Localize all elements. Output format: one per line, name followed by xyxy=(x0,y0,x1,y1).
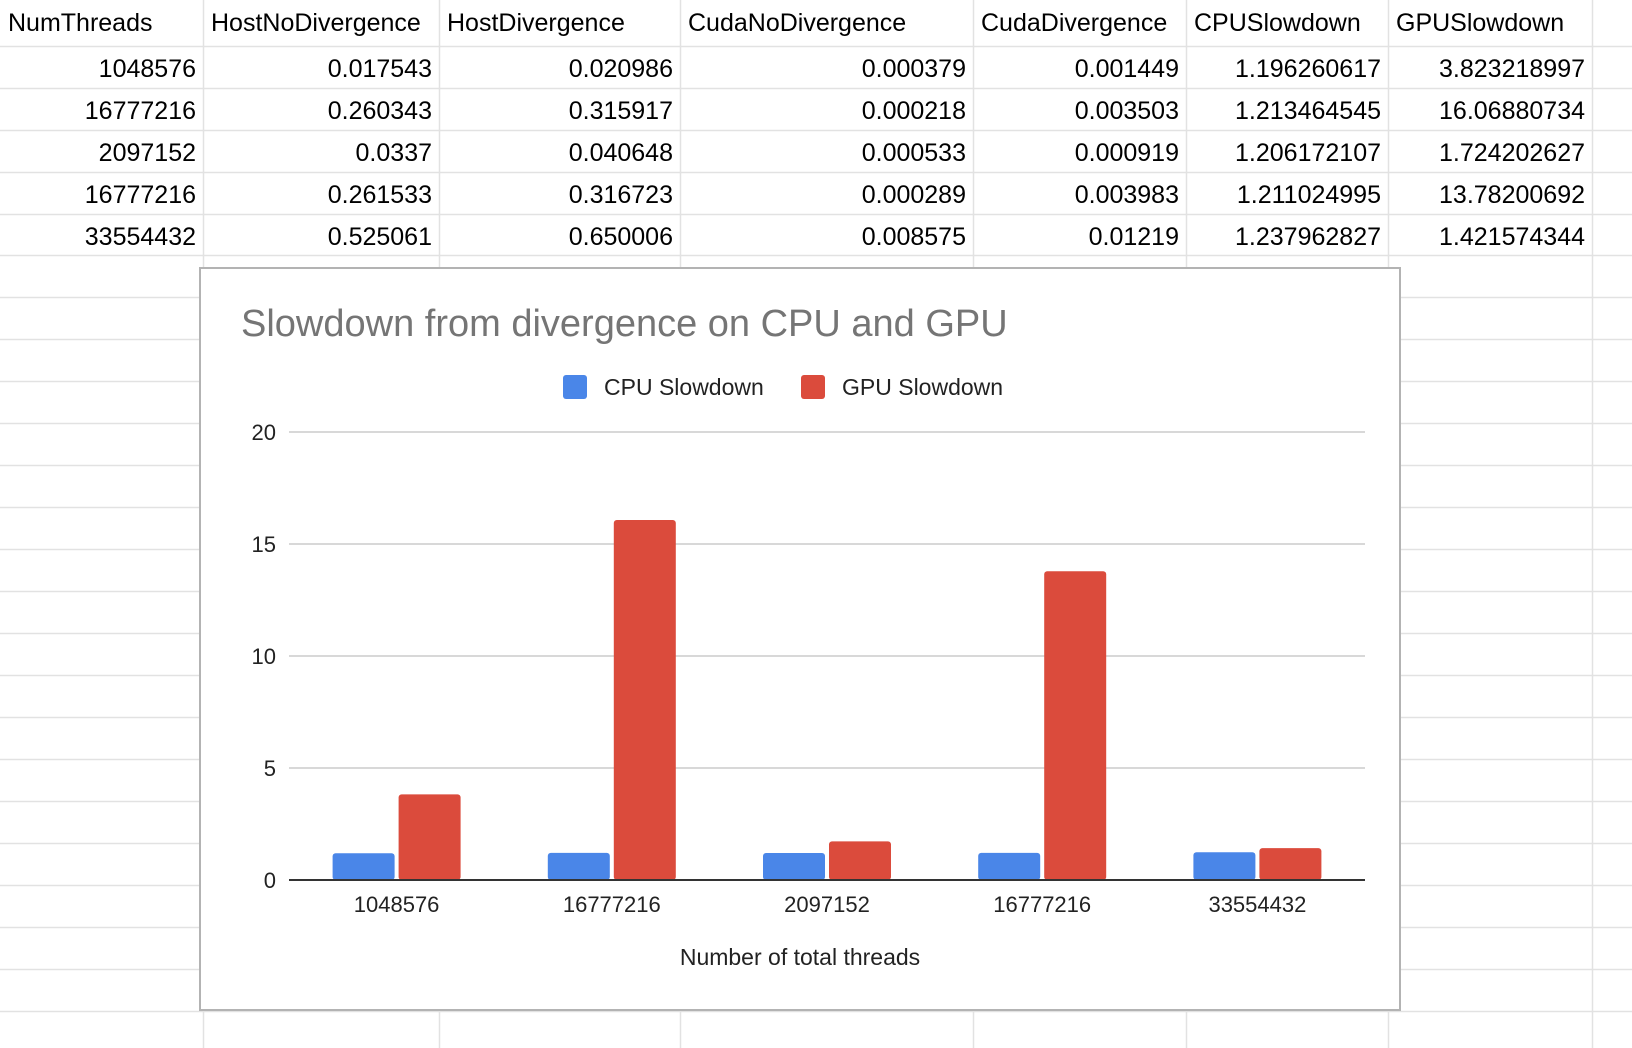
table-cell[interactable]: 1.206172107 xyxy=(1235,139,1381,167)
chart-plot: 0 5 10 15 20 1048576 16777216 2097152 16777216 33… xyxy=(252,420,1365,917)
y-tick-label: 5 xyxy=(264,756,276,781)
table-cell[interactable]: 0.316723 xyxy=(568,181,673,209)
y-tick-label: 10 xyxy=(252,644,276,669)
table-cell[interactable]: 1.211024995 xyxy=(1236,181,1381,209)
table-cell[interactable]: 0.261533 xyxy=(327,181,432,209)
table-cell[interactable]: 1.196260617 xyxy=(1235,55,1381,83)
bar-cpu-slowdown[interactable] xyxy=(332,853,395,880)
x-tick-label: 33554432 xyxy=(1208,892,1306,917)
table-cell[interactable]: 0.001449 xyxy=(1074,55,1179,83)
legend-label-gpu: GPU Slowdown xyxy=(842,373,1004,400)
table-cell[interactable]: 0.315917 xyxy=(568,97,673,125)
table-cell[interactable]: 13.78200692 xyxy=(1439,181,1585,209)
x-tick-label: 16777216 xyxy=(993,892,1091,917)
table-cell[interactable]: 1.421574344 xyxy=(1439,223,1585,251)
x-tick-label: 16777216 xyxy=(563,892,661,917)
table-cell[interactable]: 16777216 xyxy=(84,181,196,209)
header-cell[interactable]: CPUSlowdown xyxy=(1194,9,1361,37)
bar-cpu-slowdown[interactable] xyxy=(547,852,610,880)
table-cell[interactable]: 0.020986 xyxy=(568,55,673,83)
y-tick-label: 0 xyxy=(264,868,276,893)
y-tick-label: 20 xyxy=(252,420,276,445)
table-cell[interactable]: 0.525061 xyxy=(327,223,432,251)
bar-gpu-slowdown[interactable] xyxy=(829,841,891,880)
table-cell[interactable]: 16.06880734 xyxy=(1439,97,1585,125)
header-cell[interactable]: CudaNoDivergence xyxy=(688,9,907,37)
table-cell[interactable]: 1.724202627 xyxy=(1439,139,1585,167)
bar-cpu-slowdown[interactable] xyxy=(763,852,825,880)
table-cell[interactable]: 33554432 xyxy=(84,223,196,251)
header-cell[interactable]: NumThreads xyxy=(8,9,153,37)
legend-label-cpu: CPU Slowdown xyxy=(604,373,764,400)
bar-cpu-slowdown[interactable] xyxy=(978,852,1041,880)
table-cell[interactable]: 0.003983 xyxy=(1074,181,1179,209)
table-cell[interactable]: 0.000289 xyxy=(861,181,966,209)
bar-gpu-slowdown[interactable] xyxy=(1259,848,1322,880)
table-cell[interactable]: 0.260343 xyxy=(327,97,432,125)
table-cell[interactable]: 0.000533 xyxy=(861,139,966,167)
table-cell[interactable]: 0.650006 xyxy=(568,223,673,251)
table-cell[interactable]: 0.000379 xyxy=(861,55,966,83)
table-cell[interactable]: 0.000919 xyxy=(1074,139,1179,167)
header-cell[interactable]: HostDivergence xyxy=(447,9,625,37)
table-cell[interactable]: 0.0337 xyxy=(355,139,432,167)
table-cell[interactable]: 0.000218 xyxy=(861,97,966,125)
bar-gpu-slowdown[interactable] xyxy=(398,794,461,880)
table-cell[interactable]: 1048576 xyxy=(98,55,196,83)
legend-item-cpu[interactable]: CPU Slowdown xyxy=(563,367,764,407)
x-axis-title: Number of total threads xyxy=(679,944,921,970)
y-tick-label: 15 xyxy=(252,532,276,557)
table-cell[interactable]: 16777216 xyxy=(84,97,196,125)
legend-swatch-cpu xyxy=(563,375,587,399)
table-cell[interactable]: 0.008575 xyxy=(861,223,966,251)
table-cell[interactable]: 2097152 xyxy=(98,139,196,167)
header-cell[interactable]: GPUSlowdown xyxy=(1396,9,1565,37)
table-cell[interactable]: 0.003503 xyxy=(1074,97,1179,125)
bar-gpu-slowdown[interactable] xyxy=(1044,571,1107,880)
x-tick-label: 1048576 xyxy=(354,892,440,917)
chart-container[interactable]: Slowdown from divergence on CPU and GPU … xyxy=(199,267,1401,1011)
table-cell[interactable]: 0.017543 xyxy=(327,55,432,83)
x-tick-label: 2097152 xyxy=(784,892,870,917)
bar-cpu-slowdown[interactable] xyxy=(1193,852,1256,880)
legend-item-gpu[interactable]: GPU Slowdown xyxy=(801,367,1003,407)
table-cell[interactable]: 0.040648 xyxy=(568,139,673,167)
bar-gpu-slowdown[interactable] xyxy=(613,520,676,880)
table-cell[interactable]: 1.213464545 xyxy=(1235,97,1381,125)
table-cell[interactable]: 1.237962827 xyxy=(1235,223,1381,251)
legend-swatch-gpu xyxy=(801,375,825,399)
header-cell[interactable]: HostNoDivergence xyxy=(211,9,421,37)
header-cell[interactable]: CudaDivergence xyxy=(981,9,1168,37)
table-cell[interactable]: 3.823218997 xyxy=(1439,55,1585,83)
chart-legend: CPU Slowdown GPU Slowdown xyxy=(201,367,1399,407)
chart-title: Slowdown from divergence on CPU and GPU xyxy=(241,303,1008,345)
table-cell[interactable]: 0.01219 xyxy=(1088,223,1179,251)
